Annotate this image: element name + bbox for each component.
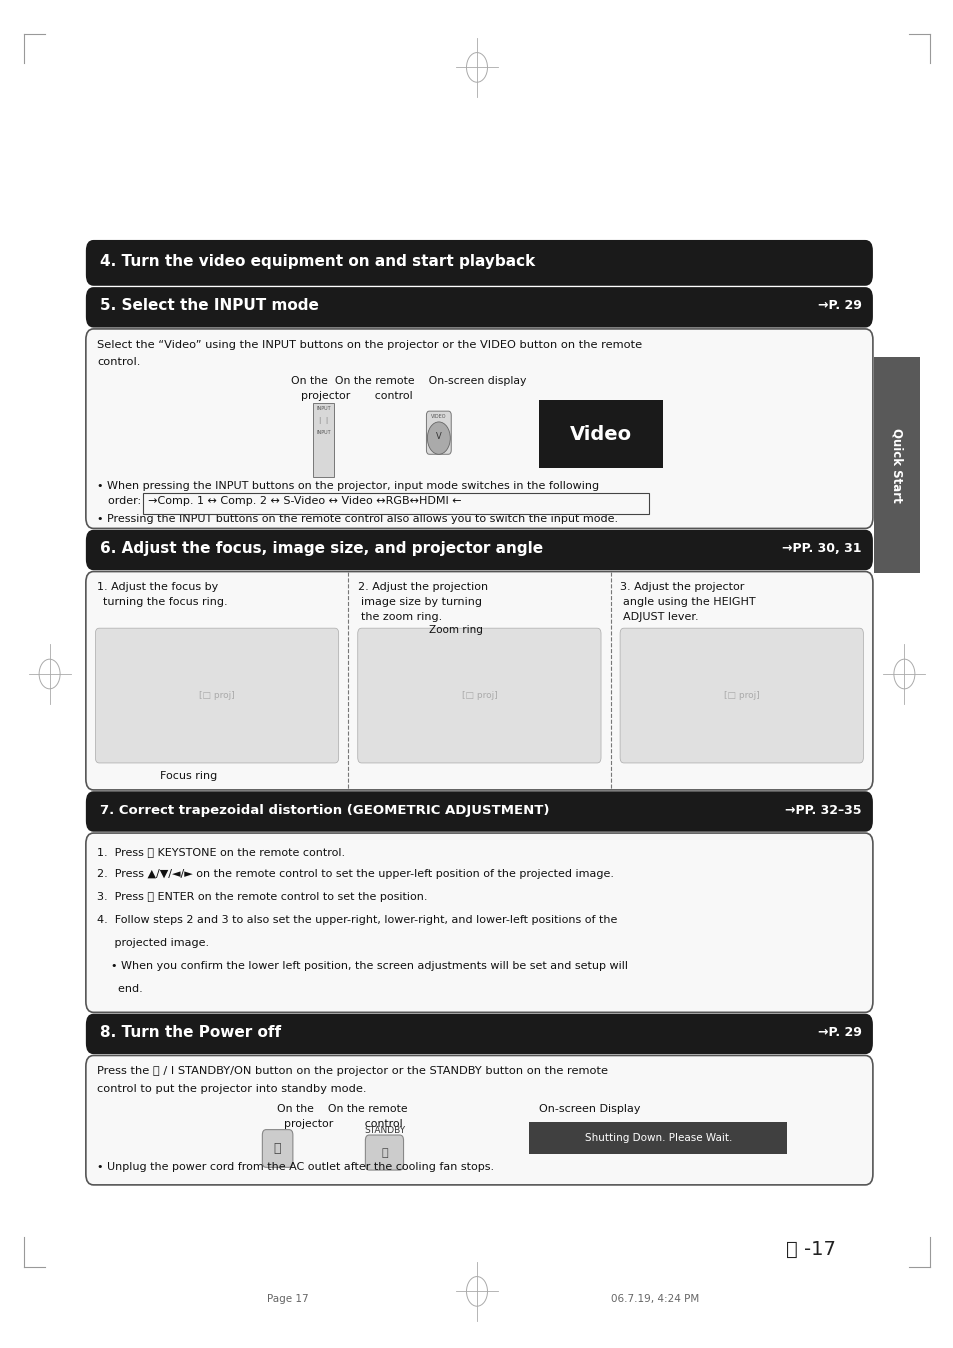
Text: →P. 29: →P. 29 <box>817 299 861 313</box>
Text: →P. 29: →P. 29 <box>817 1026 861 1039</box>
Text: INPUT: INPUT <box>315 406 331 411</box>
Text: →PP. 32–35: →PP. 32–35 <box>784 803 861 817</box>
FancyBboxPatch shape <box>426 411 451 454</box>
Text: 3. Adjust the projector: 3. Adjust the projector <box>619 582 743 592</box>
FancyBboxPatch shape <box>86 791 872 832</box>
FancyBboxPatch shape <box>86 240 872 286</box>
Text: projector       control: projector control <box>301 391 413 400</box>
Text: 1. Adjust the focus by: 1. Adjust the focus by <box>97 582 218 592</box>
Text: Page 17: Page 17 <box>267 1294 309 1304</box>
Bar <box>538 400 662 468</box>
Text: 4.  Follow steps 2 and 3 to also set the upper-right, lower-right, and lower-lef: 4. Follow steps 2 and 3 to also set the … <box>97 915 617 925</box>
FancyBboxPatch shape <box>262 1130 293 1167</box>
Text: • Pressing the INPUT buttons on the remote control also allows you to switch the: • Pressing the INPUT buttons on the remo… <box>97 514 618 523</box>
Text: end.: end. <box>97 984 143 993</box>
Text: |  |: | | <box>318 417 328 423</box>
FancyBboxPatch shape <box>365 1135 403 1170</box>
Text: [□ proj]: [□ proj] <box>199 692 234 700</box>
Text: image size by turning: image size by turning <box>360 597 481 607</box>
Text: turning the focus ring.: turning the focus ring. <box>103 597 228 607</box>
Text: On the    On the remote: On the On the remote <box>276 1104 407 1113</box>
Text: 2. Adjust the projection: 2. Adjust the projection <box>357 582 487 592</box>
Text: control to put the projector into standby mode.: control to put the projector into standb… <box>97 1084 366 1093</box>
Text: 3.  Press ⓤ ENTER on the remote control to set the position.: 3. Press ⓤ ENTER on the remote control t… <box>97 892 427 902</box>
Text: On the  On the remote    On-screen display: On the On the remote On-screen display <box>291 376 526 386</box>
Text: V: V <box>436 433 441 441</box>
Text: ⏻: ⏻ <box>381 1147 387 1158</box>
FancyBboxPatch shape <box>86 1055 872 1185</box>
Text: On-screen Display: On-screen Display <box>538 1104 639 1113</box>
Text: 1.  Press ⓢ KEYSTONE on the remote control.: 1. Press ⓢ KEYSTONE on the remote contro… <box>97 847 345 856</box>
Bar <box>873 357 919 573</box>
Text: Quick Start: Quick Start <box>889 427 902 503</box>
Text: order:  →Comp. 1 ↔ Comp. 2 ↔ S-Video ↔ Video ↔RGB↔HDMI ←: order: →Comp. 1 ↔ Comp. 2 ↔ S-Video ↔ Vi… <box>108 496 461 506</box>
FancyBboxPatch shape <box>86 572 872 790</box>
Text: 7. Correct trapezoidal distortion (GEOMETRIC ADJUSTMENT): 7. Correct trapezoidal distortion (GEOME… <box>100 803 549 817</box>
Text: projector         control: projector control <box>284 1119 402 1128</box>
Text: Focus ring: Focus ring <box>159 771 217 780</box>
FancyBboxPatch shape <box>86 833 872 1012</box>
FancyBboxPatch shape <box>86 329 872 528</box>
Text: 6. Adjust the focus, image size, and projector angle: 6. Adjust the focus, image size, and pro… <box>100 541 542 557</box>
Text: 2.  Press ▲/▼/◄/► on the remote control to set the upper-left position of the pr: 2. Press ▲/▼/◄/► on the remote control t… <box>97 869 614 879</box>
Text: control.: control. <box>97 357 140 367</box>
Text: ⏻: ⏻ <box>274 1142 281 1155</box>
Bar <box>529 1122 786 1154</box>
Text: angle using the HEIGHT: angle using the HEIGHT <box>622 597 755 607</box>
Text: 8. Turn the Power off: 8. Turn the Power off <box>100 1024 281 1041</box>
Text: Zoom ring: Zoom ring <box>429 625 482 635</box>
Text: Shutting Down. Please Wait.: Shutting Down. Please Wait. <box>584 1132 731 1143</box>
Text: Ⓔ -17: Ⓔ -17 <box>785 1240 835 1259</box>
Text: • When you confirm the lower left position, the screen adjustments will be set a: • When you confirm the lower left positi… <box>97 961 628 971</box>
Text: [□ proj]: [□ proj] <box>461 692 497 700</box>
Text: ADJUST lever.: ADJUST lever. <box>622 612 698 621</box>
FancyBboxPatch shape <box>95 628 338 763</box>
FancyBboxPatch shape <box>86 287 872 328</box>
Text: Video: Video <box>569 425 632 443</box>
Text: Select the “Video” using the INPUT buttons on the projector or the VIDEO button : Select the “Video” using the INPUT butto… <box>97 340 641 349</box>
Bar <box>143 493 648 514</box>
Text: STANDBY: STANDBY <box>363 1126 405 1135</box>
FancyBboxPatch shape <box>357 628 600 763</box>
Text: • When pressing the INPUT buttons on the projector, input mode switches in the f: • When pressing the INPUT buttons on the… <box>97 481 598 491</box>
FancyBboxPatch shape <box>86 1014 872 1054</box>
FancyBboxPatch shape <box>86 530 872 570</box>
Bar <box>313 403 334 477</box>
Text: 06.7.19, 4:24 PM: 06.7.19, 4:24 PM <box>610 1294 699 1304</box>
Text: →PP. 30, 31: →PP. 30, 31 <box>781 542 861 555</box>
Text: 4. Turn the video equipment on and start playback: 4. Turn the video equipment on and start… <box>100 253 535 270</box>
Text: the zoom ring.: the zoom ring. <box>360 612 441 621</box>
Text: VIDEO: VIDEO <box>431 414 446 419</box>
FancyBboxPatch shape <box>619 628 862 763</box>
Text: [□ proj]: [□ proj] <box>723 692 759 700</box>
Text: INPUT: INPUT <box>315 430 331 435</box>
Circle shape <box>427 422 450 454</box>
Text: Press the ⏻ / I STANDBY/ON button on the projector or the STANDBY button on the : Press the ⏻ / I STANDBY/ON button on the… <box>97 1066 608 1076</box>
Text: • Unplug the power cord from the AC outlet after the cooling fan stops.: • Unplug the power cord from the AC outl… <box>97 1162 494 1171</box>
Text: 5. Select the INPUT mode: 5. Select the INPUT mode <box>100 298 318 314</box>
Text: projected image.: projected image. <box>97 938 210 948</box>
